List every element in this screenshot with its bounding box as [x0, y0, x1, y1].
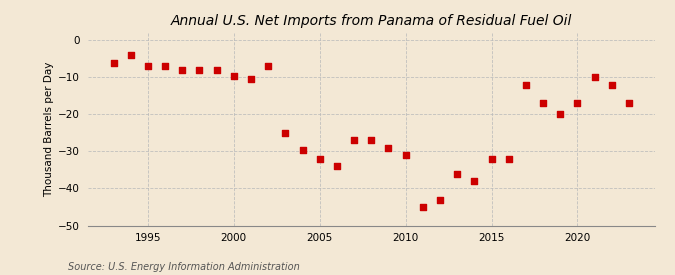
Point: [228, 73, 239, 78]
Point: [452, 172, 462, 176]
Title: Annual U.S. Net Imports from Panama of Residual Fuel Oil: Annual U.S. Net Imports from Panama of R…: [171, 14, 572, 28]
Y-axis label: Thousand Barrels per Day: Thousand Barrels per Day: [44, 62, 54, 197]
Point: [126, 53, 136, 57]
Point: [297, 147, 308, 152]
Point: [606, 82, 617, 87]
Point: [504, 157, 514, 161]
Point: [469, 179, 480, 183]
Point: [160, 64, 171, 68]
Point: [246, 77, 256, 81]
Point: [589, 75, 600, 80]
Text: Source: U.S. Energy Information Administration: Source: U.S. Energy Information Administ…: [68, 262, 299, 272]
Point: [211, 68, 222, 72]
Point: [315, 157, 325, 161]
Point: [400, 153, 411, 157]
Point: [435, 197, 446, 202]
Point: [383, 145, 394, 150]
Point: [366, 138, 377, 142]
Point: [572, 101, 583, 106]
Point: [263, 64, 273, 68]
Point: [108, 60, 119, 65]
Point: [280, 131, 291, 135]
Point: [538, 101, 549, 106]
Point: [555, 112, 566, 117]
Point: [142, 64, 153, 68]
Point: [486, 157, 497, 161]
Point: [624, 101, 634, 106]
Point: [520, 82, 531, 87]
Point: [177, 68, 188, 72]
Point: [417, 205, 428, 209]
Point: [194, 68, 205, 72]
Point: [331, 164, 342, 169]
Point: [349, 138, 360, 142]
